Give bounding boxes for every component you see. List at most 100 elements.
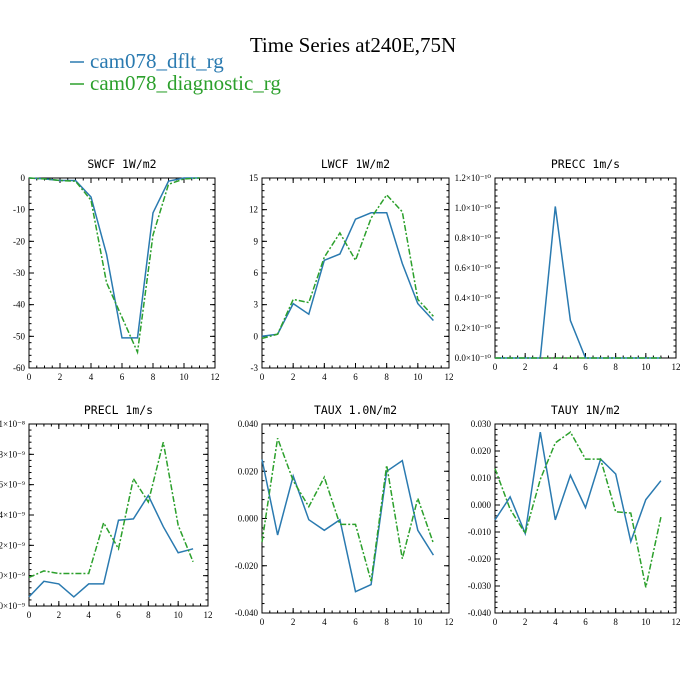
y-tick-label: 0.020	[238, 466, 259, 476]
panel-tauy: TAUY 1N/m2 0 2 4 6 8 10 12 0.030 0.020 0.010 0.000 -…	[468, 403, 681, 627]
y-tick-label: -50	[13, 331, 25, 341]
y-tick-label: 15	[249, 173, 259, 183]
x-tick-label: 2	[291, 372, 296, 382]
series-line-1	[261, 459, 435, 593]
legend-label-series1: cam078_dflt_rg	[90, 49, 224, 73]
x-tick-label: 10	[180, 372, 190, 382]
x-tick-label: 8	[613, 617, 618, 627]
y-tick-label: 0.2×10⁻¹⁰	[455, 323, 492, 333]
x-tick-label: 8	[613, 362, 618, 372]
y-tick-label: 0.000	[238, 514, 259, 524]
y-tick-label: 0	[21, 173, 26, 183]
y-tick-label: 0.8×10⁻¹⁰	[455, 233, 492, 243]
y-tick-label: 0.010	[471, 473, 492, 483]
x-tick-label: 6	[120, 372, 125, 382]
x-tick-label: 4	[86, 610, 91, 620]
legend-label-series2: cam078_diagnostic_rg	[90, 71, 281, 95]
x-tick-label: 4	[553, 362, 558, 372]
series-line-2	[28, 442, 194, 579]
x-tick-label: 6	[583, 362, 588, 372]
x-tick-label: 2	[57, 610, 62, 620]
panel-title: TAUY 1N/m2	[551, 403, 620, 417]
x-tick-label: 12	[672, 617, 681, 627]
y-tick-label: -60	[13, 363, 25, 373]
series-line-1	[28, 493, 194, 598]
x-tick-label: 0	[260, 372, 265, 382]
y-tick-label: 1×10⁻⁸	[0, 419, 25, 429]
x-tick-label: 8	[146, 610, 151, 620]
panel-taux: TAUX 1.0N/m2 0 2 4 6 8 10 12 0.040 0.020 0.000 -0.0…	[235, 403, 454, 627]
panel-swcf: SWCF 1W/m2 0 2 4 6 8 10 12 0 -10 -20 -30 -40 -50 -60	[13, 157, 220, 382]
x-tick-label: 6	[583, 617, 588, 627]
plot-frame	[28, 177, 216, 369]
y-tick-label: 0.6×10⁻¹⁰	[455, 263, 492, 273]
x-tick-label: 0	[260, 617, 265, 627]
x-tick-label: 4	[322, 617, 327, 627]
x-tick-label: 6	[353, 372, 358, 382]
y-tick-label: -0.010	[468, 527, 492, 537]
plot-frame	[494, 177, 677, 359]
y-tick-label: -0.040	[235, 608, 259, 618]
y-tick-label: 3	[254, 300, 259, 310]
x-tick-label: 2	[291, 617, 296, 627]
x-tick-label: 10	[413, 372, 423, 382]
panel-precl: PRECL 1m/s 0 2 4 6 8 10 12 1×10⁻⁸ 8×10⁻⁹ 6×10⁻⁹ 4×1…	[0, 403, 213, 620]
x-tick-label: 8	[151, 372, 156, 382]
plot-frame	[494, 423, 677, 614]
panel-title: PRECL 1m/s	[84, 403, 153, 417]
y-tick-label: 0	[254, 331, 259, 341]
x-tick-label: 8	[384, 617, 389, 627]
panel-title: LWCF 1W/m2	[321, 157, 390, 171]
plot-frame	[28, 423, 209, 607]
y-tick-label: 6×10⁻⁹	[0, 480, 25, 490]
x-tick-label: 10	[174, 610, 184, 620]
series-line-1	[261, 212, 434, 338]
x-tick-label: 12	[445, 617, 454, 627]
y-tick-label: 12	[249, 205, 258, 215]
y-tick-label: -0.030	[468, 581, 492, 591]
legend: cam078_dflt_rg cam078_diagnostic_rg	[70, 49, 281, 95]
x-tick-label: 0	[27, 610, 32, 620]
y-tick-label: 0×10⁻⁹	[0, 601, 25, 611]
series-line-1	[495, 206, 661, 359]
x-tick-label: 0	[27, 372, 32, 382]
y-tick-label: -20	[13, 236, 25, 246]
y-tick-label: 0×10⁻⁹	[0, 571, 25, 581]
y-tick-label: 2×10⁻⁹	[0, 540, 25, 550]
series-line-2	[261, 193, 434, 340]
x-tick-label: 4	[553, 617, 558, 627]
x-tick-label: 8	[384, 372, 389, 382]
y-tick-label: 1.0×10⁻¹⁰	[455, 203, 492, 213]
x-tick-label: 10	[641, 362, 651, 372]
x-tick-label: 10	[413, 617, 423, 627]
y-tick-label: -30	[13, 268, 25, 278]
y-tick-label: -40	[13, 300, 25, 310]
x-tick-label: 4	[89, 372, 94, 382]
x-tick-label: 12	[672, 362, 681, 372]
y-tick-label: -0.020	[235, 561, 259, 571]
y-tick-label: -0.020	[468, 554, 492, 564]
x-tick-label: 0	[493, 617, 498, 627]
y-tick-label: 9	[254, 236, 259, 246]
y-tick-label: 0.020	[471, 446, 492, 456]
x-tick-label: 10	[641, 617, 651, 627]
x-tick-label: 2	[523, 617, 528, 627]
x-tick-label: 6	[353, 617, 358, 627]
panel-title: PRECC 1m/s	[551, 157, 620, 171]
y-tick-label: -3	[251, 363, 259, 373]
plot-frame	[261, 177, 450, 369]
y-tick-label: 4×10⁻⁹	[0, 510, 25, 520]
x-tick-label: 0	[493, 362, 498, 372]
panel-title: SWCF 1W/m2	[87, 157, 156, 171]
series-line-1	[494, 431, 662, 545]
x-tick-label: 12	[445, 372, 454, 382]
x-tick-label: 4	[322, 372, 327, 382]
plot-frame	[261, 423, 450, 614]
y-tick-label: 0.040	[238, 419, 259, 429]
series-line-2	[494, 431, 662, 588]
y-tick-label: -10	[13, 205, 25, 215]
x-tick-label: 2	[523, 362, 528, 372]
x-tick-label: 12	[211, 372, 220, 382]
